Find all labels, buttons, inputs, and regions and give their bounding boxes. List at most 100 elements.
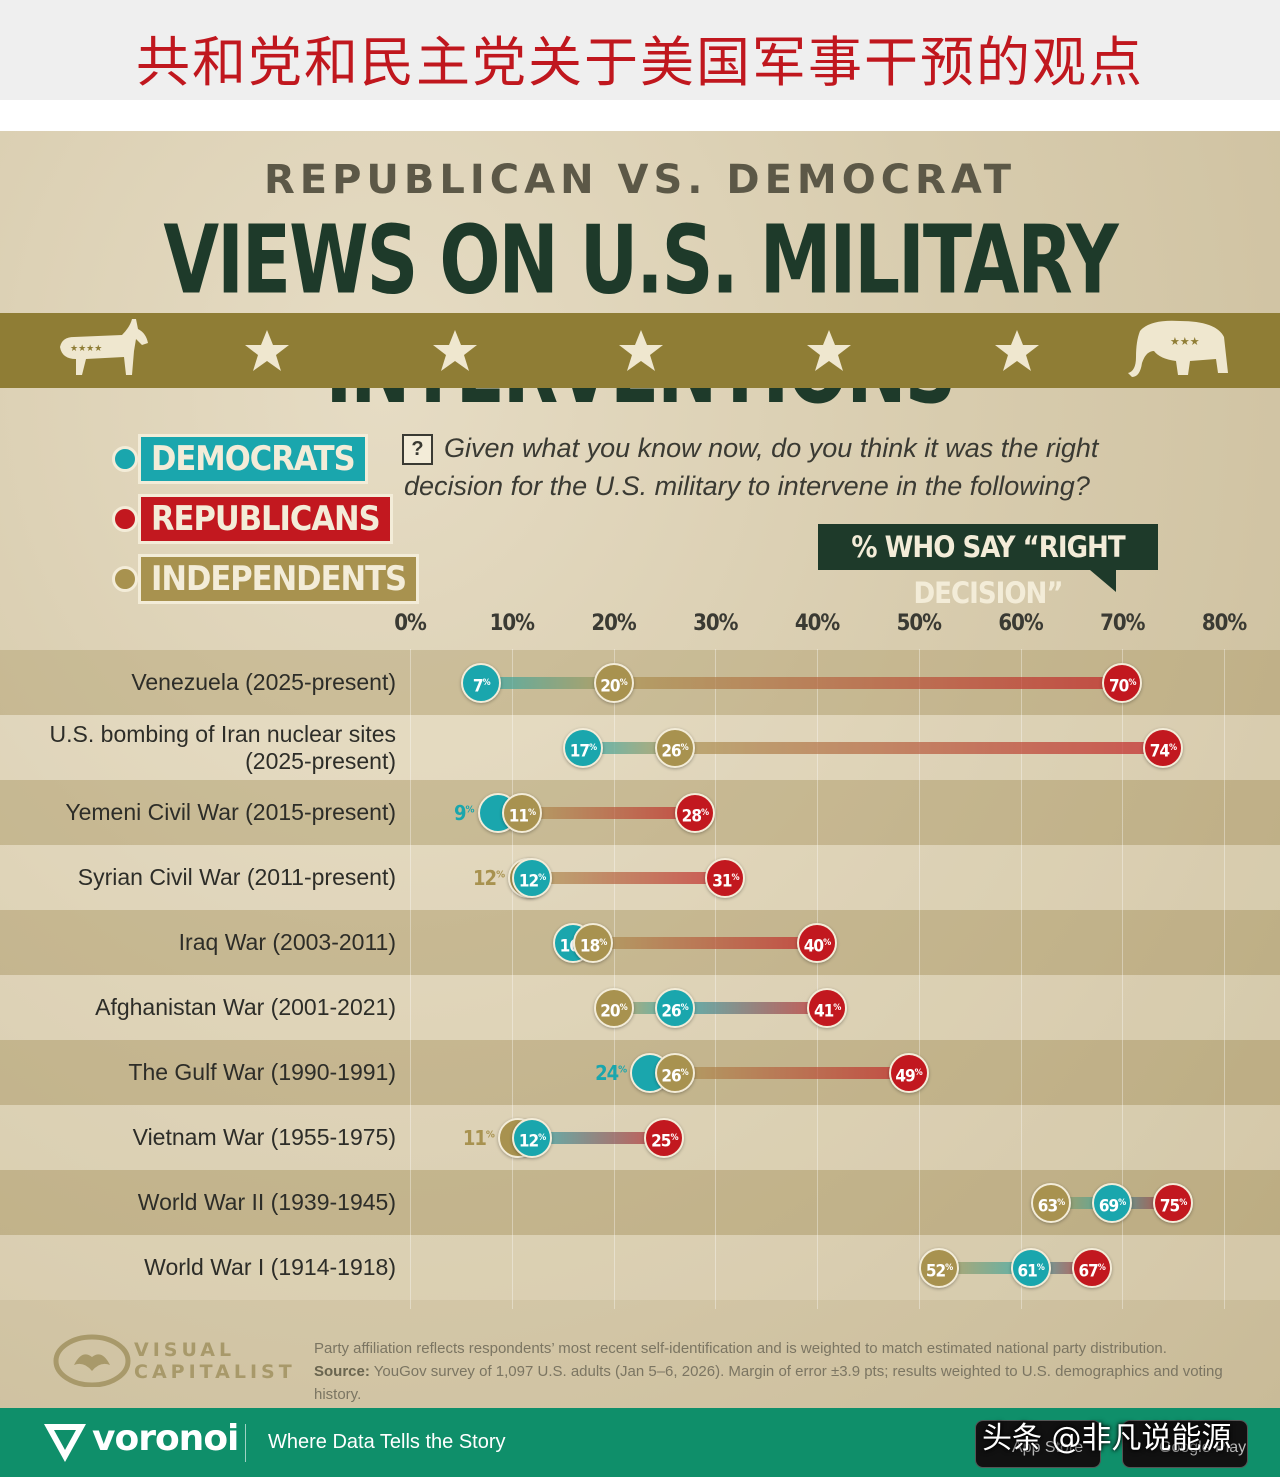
footer-divider: [245, 1424, 246, 1462]
x-tick-label: 20%: [591, 611, 636, 636]
row-label-line: (2025-present): [245, 747, 396, 774]
data-point-independents: 26%: [654, 1052, 695, 1093]
gridline: [511, 649, 513, 1309]
row-label-line: Syrian Civil War (2011-present): [77, 864, 396, 890]
row-label: Venezuela (2025-present): [0, 669, 396, 696]
voronoi-wordmark: voronoi: [92, 1418, 239, 1459]
data-point-independents: 63%: [1031, 1182, 1072, 1223]
data-point-republicans: 49%: [888, 1052, 929, 1093]
row-label: World War I (1914-1918): [0, 1254, 396, 1281]
data-point-republicans: 40%: [797, 922, 837, 963]
data-point-democrats: 17%: [562, 727, 603, 768]
data-point-independents: 20%: [593, 987, 634, 1028]
brand-line1: VISUAL: [134, 1339, 236, 1361]
data-label-democrats: 24%: [595, 1060, 627, 1085]
range-bar-high: [593, 936, 817, 949]
svg-text:★★★: ★★★: [1170, 335, 1200, 348]
star-icon: [619, 330, 663, 371]
row-label-line: Afghanistan War (2001-2021): [95, 994, 396, 1020]
data-point-independents: 20%: [593, 662, 634, 703]
data-point-democrats: 12%: [512, 1117, 553, 1158]
google-play-label: Google Play: [1159, 1439, 1247, 1456]
source-label: Source:: [314, 1363, 370, 1380]
row-label-line: World War II (1939-1945): [137, 1189, 396, 1215]
data-point-democrats: 61%: [1010, 1247, 1051, 1288]
data-point-republicans: 70%: [1102, 662, 1143, 703]
footnote-note: Party affiliation reflects respondents’ …: [314, 1340, 1167, 1357]
row-label: The Gulf War (1990-1991): [0, 1059, 396, 1086]
x-tick-label: 60%: [998, 611, 1043, 636]
infographic-poster: REPUBLICAN VS. DEMOCRAT VIEWS ON U.S. MI…: [0, 131, 1280, 1408]
range-bar-low: [582, 741, 675, 754]
gridline: [613, 649, 615, 1309]
row-label: Yemeni Civil War (2015-present): [0, 799, 396, 826]
data-point-republicans: 41%: [807, 987, 848, 1028]
google-play-button[interactable]: Google Play: [1122, 1420, 1248, 1468]
kicker-title: REPUBLICAN VS. DEMOCRAT: [263, 157, 1016, 203]
data-point-independents: 11%: [501, 792, 542, 833]
footer-tagline: Where Data Tells the Story: [268, 1431, 506, 1453]
star-icon: [245, 330, 289, 371]
x-tick-label: 50%: [896, 611, 942, 636]
row-label-line: The Gulf War (1990-1991): [128, 1059, 396, 1085]
row-label: Vietnam War (1955-1975): [0, 1124, 396, 1151]
row-label: World War II (1939-1945): [0, 1189, 396, 1216]
data-point-republicans: 25%: [644, 1117, 685, 1158]
data-label-independents: 11%: [462, 1125, 495, 1150]
source-text: YouGov survey of 1,097 U.S. adults (Jan …: [314, 1363, 1223, 1403]
visual-capitalist-wordmark: VISUAL CAPITALIST: [134, 1339, 296, 1383]
row-label-line: Iraq War (2003-2011): [178, 929, 396, 955]
gridline: [1122, 649, 1124, 1309]
data-point-independents: 52%: [919, 1247, 960, 1288]
data-point-democrats: 7%: [461, 662, 502, 703]
row-label: Iraq War (2003-2011): [0, 929, 396, 956]
data-label-democrats: 9%: [454, 800, 475, 825]
data-label-independents: 12%: [473, 865, 505, 890]
voronoi-logo-icon: [44, 1424, 86, 1462]
watermark: 头条 @非凡说能源: [982, 1421, 1232, 1456]
data-point-republicans: 31%: [705, 857, 746, 898]
legend-label: REPUBLICANS: [138, 494, 393, 544]
row-label-line: Vietnam War (1955-1975): [132, 1124, 396, 1150]
star-icon: [995, 330, 1039, 371]
x-tick-label: 40%: [794, 611, 840, 636]
legend-dot: [112, 446, 138, 472]
range-bar-high: [674, 1001, 828, 1014]
row-label-line: World War I (1914-1918): [144, 1254, 396, 1280]
range-bar-high: [532, 871, 726, 884]
x-tick-label: 70%: [1100, 611, 1145, 636]
range-bar-high: [613, 676, 1123, 689]
legend-label: DEMOCRATS: [138, 434, 368, 484]
stars-band: ★★★★ ★★★: [0, 313, 1280, 388]
top-banner: 共和党和民主党关于美国军事干预的观点: [0, 0, 1280, 100]
star-icon: [433, 330, 477, 371]
visual-capitalist-logo-icon: [53, 1334, 131, 1387]
footnote: Party affiliation reflects respondents’ …: [314, 1337, 1254, 1406]
brand-line2: CAPITALIST: [134, 1361, 296, 1383]
range-bar-high: [674, 741, 1163, 754]
row-label: Syrian Civil War (2011-present): [0, 864, 396, 891]
svg-text:★★★★: ★★★★: [70, 344, 102, 354]
row-label: U.S. bombing of Iran nuclear sites (2025-…: [0, 721, 396, 775]
data-point-democrats: 12%: [512, 857, 553, 898]
data-point-independents: 26%: [654, 727, 695, 768]
data-point-democrats: 26%: [654, 987, 695, 1028]
legend-dot: [112, 566, 138, 592]
banner-title: 共和党和民主党关于美国军事干预的观点: [136, 31, 1144, 94]
callout-tail: [1090, 570, 1116, 592]
x-tick-label: 30%: [693, 611, 738, 636]
data-point-republicans: 75%: [1153, 1182, 1194, 1223]
range-bar-high: [532, 1131, 665, 1144]
star-icon: [807, 330, 851, 371]
gridline: [1020, 649, 1022, 1309]
app-store-button[interactable]: App Store: [975, 1420, 1101, 1468]
data-point-democrats: 69%: [1092, 1182, 1133, 1223]
data-point-republicans: 67%: [1071, 1247, 1112, 1288]
row-label-line: U.S. bombing of Iran nuclear sites: [49, 720, 396, 747]
app-store-label: App Store: [1012, 1439, 1084, 1456]
gridline: [410, 649, 411, 1309]
range-bar-low: [481, 676, 614, 689]
range-bar-high: [521, 806, 695, 819]
row-label-line: Venezuela (2025-present): [131, 669, 396, 695]
x-tick-label: 80%: [1201, 611, 1247, 636]
